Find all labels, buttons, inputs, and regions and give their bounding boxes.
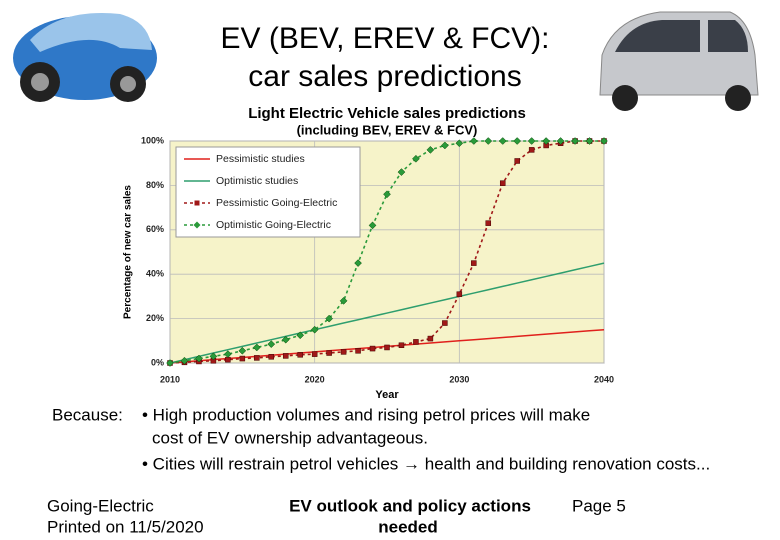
bullet-text: • High production volumes and rising pet… [142,405,590,424]
y-tick-label: 20% [146,313,164,323]
marker [383,190,391,199]
marker [340,349,347,355]
chart: Light Electric Vehicle sales predictions… [123,105,614,401]
chart-title: Light Electric Vehicle sales predictions [248,105,526,122]
marker [600,137,608,145]
marker [456,291,463,297]
marker [339,296,348,305]
series-line [169,262,605,364]
x-tick-label: 2020 [305,374,325,384]
y-tick-label: 60% [146,224,164,234]
marker [180,356,189,365]
marker [252,343,261,352]
marker [542,137,550,145]
marker [527,137,536,145]
marker [556,137,565,145]
bullet-text: cost of EV ownership advantageous. [152,428,428,447]
legend-label: Optimistic studies [216,175,298,187]
chart-subtitle: (including BEV, EREV & FCV) [297,122,478,137]
y-axis-label: Percentage of new car sales [123,185,134,319]
marker [499,180,506,186]
marker [427,335,434,342]
footer-left: Printed on 11/5/2020 [47,517,204,536]
marker [355,348,361,354]
x-tick-label: 2010 [160,374,180,384]
marker [311,351,318,357]
marker [325,314,333,323]
marker [442,320,448,326]
marker [484,137,493,145]
marker [384,344,390,351]
slide-title: EV (BEV, EREV & FCV): [221,22,550,55]
marker [426,146,435,154]
page-number: Page 5 [572,496,626,515]
legend-label: Pessimistic studies [216,153,305,165]
marker [441,141,449,150]
marker [397,168,406,176]
marker [528,147,535,153]
marker [585,137,594,145]
x-tick-label: 2030 [449,374,469,384]
marker [412,154,420,163]
footer-center: EV outlook and policy actions [289,496,531,515]
marker [209,352,218,361]
y-tick-label: 0% [151,357,164,367]
marker [310,325,319,334]
marker [254,355,260,361]
marker [485,220,492,226]
marker [413,339,419,345]
marker [281,335,290,344]
marker [282,353,289,359]
marker [354,259,362,267]
legend-label: Optimistic Going-Electric [216,219,331,231]
marker [469,137,478,145]
y-tick-label: 40% [146,269,164,279]
legend-box [175,146,361,238]
legend-marker [194,200,200,206]
bullet-text: • Cities will restrain petrol vehicles →… [142,454,710,473]
marker [296,331,305,340]
marker [369,345,376,352]
marker [224,350,232,358]
marker [368,221,377,230]
marker [238,346,247,355]
slide-title: car sales predictions [248,60,521,93]
marker [326,350,332,356]
legend-marker [193,221,201,229]
marker [471,260,477,266]
y-tick-label: 80% [146,180,164,190]
marker [398,342,405,348]
x-axis-label: Year [375,389,399,401]
marker [571,137,579,145]
marker [498,137,507,145]
body-label: Because: [52,405,123,424]
marker [297,352,303,358]
marker [268,354,275,360]
y-tick-label: 100% [141,135,164,145]
car-image-right [599,11,759,111]
x-tick-label: 2040 [594,374,614,384]
marker [239,355,246,362]
car-image-left [13,13,157,102]
marker [195,354,203,363]
marker [455,139,464,148]
marker [513,137,522,145]
legend-label: Pessimistic Going-Electric [216,197,337,209]
footer-center: needed [378,517,438,536]
marker [166,359,174,367]
footer-left: Going-Electric [47,496,154,515]
marker [267,340,276,348]
marker [514,158,520,164]
